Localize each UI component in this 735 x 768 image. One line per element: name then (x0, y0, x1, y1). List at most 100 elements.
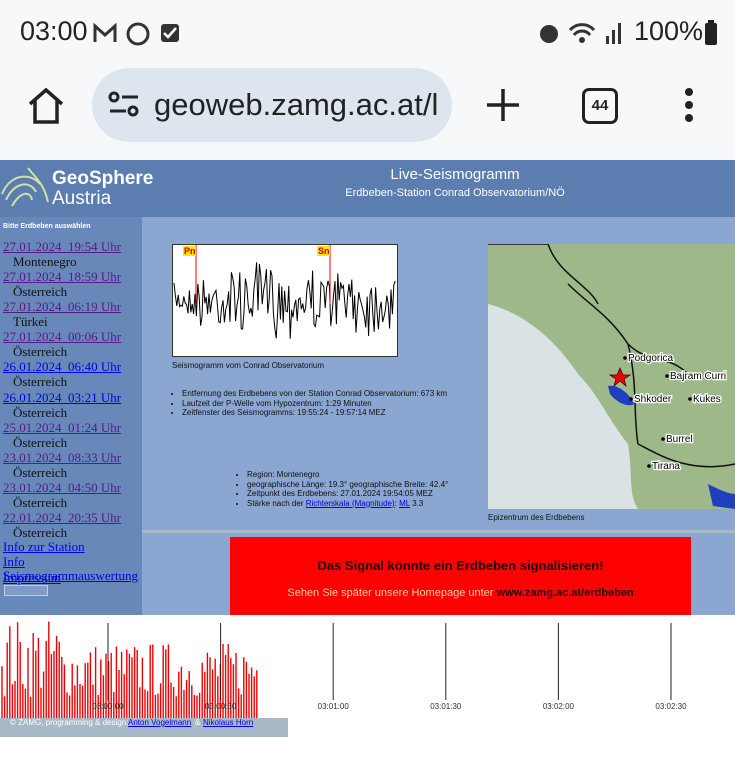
new-tab-button[interactable] (485, 87, 521, 123)
author-link[interactable]: Anton Vogelmann (128, 718, 192, 727)
page-subtitle: Erdbeben-Station Conrad Observatorium/NÖ (345, 187, 565, 199)
text: : (394, 498, 397, 508)
link[interactable]: ML (399, 498, 410, 508)
footer: © ZAMG, programming & design: Anton Voge… (0, 718, 288, 737)
time-label: 03:02:30 (655, 702, 687, 711)
place-dot (688, 397, 692, 401)
time-label: 03:00:00 (92, 702, 124, 711)
time-label: 03:00:30 (205, 702, 237, 711)
footer-credit: © ZAMG, programming & design: (10, 718, 129, 727)
place-label: Shkoder (634, 394, 672, 405)
logo-text: GeoSphere (52, 168, 154, 189)
sidebar-heading: Bitte Erdbeben auswählen (3, 223, 91, 230)
sidebar-link[interactable]: Info (3, 554, 25, 569)
text: Sehen Sie später unsere Homepage unter (287, 587, 494, 599)
alert-text: Sehen Sie später unsere Homepage unter w… (230, 587, 691, 599)
epicenter-map: Podgorica Bajram Curri Shkoder Kukes Burrel T… (488, 244, 735, 509)
place-dot (623, 356, 627, 360)
text: Stärke nach der (247, 498, 304, 508)
detail: Region: Montenegro (247, 470, 507, 480)
phase-label: Pn (184, 246, 196, 256)
logo-mark (1, 167, 49, 207)
time-label: 03:02:00 (543, 702, 575, 711)
quake-region: Österreich (13, 404, 68, 420)
quake-link[interactable]: 27.01.2024 06:19 Uhr (3, 299, 122, 315)
place-dot (665, 374, 669, 378)
home-button[interactable] (26, 86, 66, 126)
phase-label-bg (317, 246, 330, 256)
address-bar[interactable]: geoweb.zamg.ac.at/l (92, 68, 452, 142)
broken-image (4, 585, 48, 596)
text: 3.3 (412, 498, 424, 508)
author-link[interactable]: Nikolaus Horn (203, 718, 254, 727)
menu-button[interactable] (682, 87, 696, 127)
quake-region: Österreich (13, 374, 68, 390)
detail: geographische Länge: 19.3° geographische… (247, 480, 507, 490)
quake-region: Türkei (13, 314, 48, 330)
page-header: GeoSphere Austria Live-Seismogramm Erdbe… (0, 160, 735, 217)
main-content: Pn Sn Seismogramm vom Conrad Observatoriu… (142, 217, 735, 615)
page-title: Live-Seismogramm (390, 166, 520, 183)
seismogram-caption: Seismogramm vom Conrad Observatorium (172, 361, 325, 370)
link[interactable]: Richterskala (Magnitude) (305, 498, 395, 508)
sidebar-link[interactable]: Info zur Station (3, 539, 85, 554)
quake-region: Österreich (13, 524, 68, 540)
logo-text: Austria (52, 188, 112, 209)
place-dot (661, 437, 665, 441)
seismogram-details: Entfernung des Erdbebens von der Station… (172, 389, 482, 418)
phase-label-bg (183, 246, 196, 256)
footer-text: & (195, 718, 201, 727)
link[interactable]: www.zamg.ac.at/erdbeben (496, 587, 634, 599)
alert-title: Das Signal könnte ein Erdbeben signalisi… (317, 558, 604, 573)
battery-icon (705, 20, 717, 45)
quake-link[interactable]: 22.01.2024 20:35 Uhr (3, 509, 122, 525)
quake-link[interactable]: 25.01.2024 01:24 Uhr (3, 419, 122, 435)
live-timeline: 03:00:00 03:00:30 03:01:00 03:01:30 03:02:00… (1, 621, 687, 718)
status-bar: 03:00 100% (0, 0, 735, 65)
place-label: Burrel (666, 434, 693, 445)
separator (142, 530, 735, 533)
notification-icons (93, 22, 179, 46)
place-dot (647, 464, 651, 468)
quake-region: Österreich (13, 464, 68, 480)
time-label: 03:01:00 (318, 702, 350, 711)
phase-label: Sn (318, 246, 330, 256)
place-label: Podgorica (628, 353, 673, 364)
waveform (173, 262, 396, 339)
place-label: Bajram Curri (670, 371, 726, 382)
detail: Stärke nach der Richterskala (Magnitude)… (247, 499, 507, 509)
alert-box: Das Signal könnte ein Erdbeben signalisi… (230, 537, 691, 615)
quake-region: Österreich (13, 434, 68, 450)
seismogram: Pn Sn (172, 244, 398, 357)
system-icons (540, 23, 621, 44)
quake-region: Österreich (13, 284, 68, 300)
browser-toolbar: geoweb.zamg.ac.at/l 44 (0, 65, 735, 160)
sidebar-link[interactable]: Impressum (3, 570, 61, 585)
clock: 03:00 (20, 16, 88, 46)
site-settings-icon[interactable] (108, 90, 142, 120)
quake-link[interactable]: 23.01.2024 08:33 Uhr (3, 449, 122, 465)
detail: Zeitpunkt des Erdbebens: 27.01.2024 19:5… (247, 489, 507, 499)
place-dot (629, 397, 633, 401)
map-caption: Epizentrum des Erdbebens (488, 513, 585, 522)
detail: Entfernung des Erdbebens von der Station… (182, 389, 482, 399)
quake-link[interactable]: 26.01.2024 03:21 Uhr (3, 389, 122, 405)
battery-level: 100% (634, 16, 704, 46)
quake-link[interactable]: 27.01.2024 18:59 Uhr (3, 269, 122, 285)
quake-region: Österreich (13, 494, 68, 510)
quake-link[interactable]: 26.01.2024 06:40 Uhr (3, 359, 122, 375)
time-label: 03:01:30 (430, 702, 462, 711)
quake-link[interactable]: 23.01.2024 04:50 Uhr (3, 479, 122, 495)
url-text[interactable]: geoweb.zamg.ac.at/l (154, 87, 439, 122)
quake-link[interactable]: 27.01.2024 19:54 Uhr (3, 239, 122, 254)
sidebar: Bitte Erdbeben auswählen 27.01.2024 19:5… (0, 217, 142, 615)
sidebar-link[interactable]: Seismogrammauswertung (3, 568, 139, 583)
quake-region: Montenegro (13, 254, 77, 269)
detail: Zeitfenster des Seismogramms: 19:55:24 -… (182, 408, 482, 418)
place-label: Kukes (693, 394, 721, 405)
tab-count[interactable]: 44 (582, 88, 618, 124)
quake-link[interactable]: 27.01.2024 00:06 Uhr (3, 329, 122, 345)
quake-region: Österreich (13, 344, 68, 360)
quake-details: Region: Montenegro geographische Länge: … (237, 470, 507, 508)
